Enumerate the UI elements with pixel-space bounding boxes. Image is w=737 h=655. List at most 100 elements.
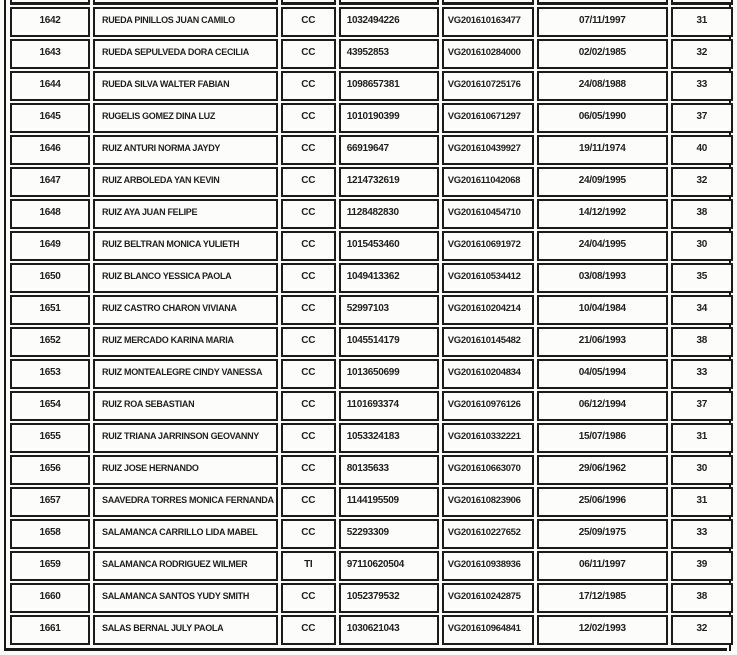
clipped-header-row [10, 0, 733, 5]
cell-birth_date: 06/05/1990 [536, 103, 668, 133]
table-row: 1655 RUIZ TRIANA JARRINSON GEOVANNY CC 1053… [10, 423, 733, 453]
cell-doc_number: 52997103 [338, 295, 439, 325]
cell-name: RUIZ MONTEALEGRE CINDY VANESSA [93, 359, 278, 389]
cell-doc_type: CC [280, 391, 336, 421]
cell-doc_type: CC [280, 519, 336, 549]
cell-age: 31 [670, 487, 733, 517]
cell-doc_number: 1128482830 [338, 199, 439, 229]
table-row: 1656 RUIZ JOSE HERNANDO CC 80135633 VG201610… [10, 455, 733, 485]
records-table: 1642 RUEDA PINILLOS JUAN CAMILO CC 10324942… [7, 0, 736, 647]
cell-doc_number: 1052379532 [338, 583, 439, 613]
cell-code: VG201610204214 [441, 295, 534, 325]
cell-index: 1652 [10, 327, 90, 357]
cell-age: 30 [670, 231, 733, 261]
cell-age: 40 [670, 135, 733, 165]
clipped-header-cell [536, 0, 668, 5]
cell-doc_number: 66919647 [338, 135, 439, 165]
cell-index: 1645 [10, 103, 90, 133]
cell-name: RUIZ BLANCO YESSICA PAOLA [93, 263, 278, 293]
cell-birth_date: 03/08/1993 [536, 263, 668, 293]
table-row: 1644 RUEDA SILVA WALTER FABIAN CC 109865738… [10, 71, 733, 101]
cell-index: 1657 [10, 487, 90, 517]
table-row: 1652 RUIZ MERCADO KARINA MARIA CC 104551417… [10, 327, 733, 357]
cell-index: 1654 [10, 391, 90, 421]
cell-doc_number: 1101693374 [338, 391, 439, 421]
table-outer-right-border [729, 0, 731, 651]
table-row: 1642 RUEDA PINILLOS JUAN CAMILO CC 10324942… [10, 7, 733, 37]
cell-code: VG201610964841 [441, 615, 534, 645]
cell-birth_date: 15/07/1986 [536, 423, 668, 453]
cell-age: 33 [670, 519, 733, 549]
cell-age: 32 [670, 39, 733, 69]
cell-doc_type: CC [280, 615, 336, 645]
cell-birth_date: 17/12/1985 [536, 583, 668, 613]
cell-name: RUEDA PINILLOS JUAN CAMILO [93, 7, 278, 37]
cell-birth_date: 06/11/1997 [536, 551, 668, 581]
cell-doc_number: 80135633 [338, 455, 439, 485]
cell-code: VG201610938936 [441, 551, 534, 581]
table-row: 1649 RUIZ BELTRAN MONICA YULIETH CC 1015453… [10, 231, 733, 261]
cell-age: 37 [670, 391, 733, 421]
cell-doc_number: 1214732619 [338, 167, 439, 197]
cell-doc_type: CC [280, 423, 336, 453]
table-row: 1646 RUIZ ANTURI NORMA JAYDY CC 66919647 VG2… [10, 135, 733, 165]
cell-code: VG201610725176 [441, 71, 534, 101]
cell-name: SALAMANCA RODRIGUEZ WILMER [93, 551, 278, 581]
cell-age: 31 [670, 423, 733, 453]
cell-index: 1644 [10, 71, 90, 101]
cell-doc_type: CC [280, 263, 336, 293]
cell-code: VG201611042068 [441, 167, 534, 197]
cell-code: VG201610823906 [441, 487, 534, 517]
cell-doc_number: 1010190399 [338, 103, 439, 133]
cell-name: RUIZ AYA JUAN FELIPE [93, 199, 278, 229]
cell-doc_type: CC [280, 359, 336, 389]
cell-doc_type: CC [280, 583, 336, 613]
cell-code: VG201610204834 [441, 359, 534, 389]
cell-age: 35 [670, 263, 733, 293]
cell-index: 1643 [10, 39, 90, 69]
cell-doc_number: 1053324183 [338, 423, 439, 453]
cell-birth_date: 24/08/1988 [536, 71, 668, 101]
table-row: 1647 RUIZ ARBOLEDA YAN KEVIN CC 1214732619 V… [10, 167, 733, 197]
cell-index: 1661 [10, 615, 90, 645]
cell-birth_date: 29/06/1962 [536, 455, 668, 485]
cell-birth_date: 25/09/1975 [536, 519, 668, 549]
cell-birth_date: 25/06/1996 [536, 487, 668, 517]
cell-index: 1647 [10, 167, 90, 197]
cell-index: 1649 [10, 231, 90, 261]
table-row: 1645 RUGELIS GOMEZ DINA LUZ CC 1010190399 VG… [10, 103, 733, 133]
cell-index: 1653 [10, 359, 90, 389]
cell-birth_date: 04/05/1994 [536, 359, 668, 389]
cell-doc_type: CC [280, 103, 336, 133]
cell-doc_type: CC [280, 135, 336, 165]
cell-doc_type: CC [280, 295, 336, 325]
cell-code: VG201610439927 [441, 135, 534, 165]
cell-name: RUIZ ARBOLEDA YAN KEVIN [93, 167, 278, 197]
cell-code: VG201610671297 [441, 103, 534, 133]
clipped-header-cell [338, 0, 439, 5]
cell-age: 31 [670, 7, 733, 37]
table-outer-bottom-border [5, 648, 727, 651]
cell-age: 33 [670, 71, 733, 101]
cell-name: RUIZ ROA SEBASTIAN [93, 391, 278, 421]
cell-name: RUEDA SILVA WALTER FABIAN [93, 71, 278, 101]
table-row: 1650 RUIZ BLANCO YESSICA PAOLA CC 104941336… [10, 263, 733, 293]
table-row: 1659 SALAMANCA RODRIGUEZ WILMER TI 97110620… [10, 551, 733, 581]
cell-code: VG201610163477 [441, 7, 534, 37]
cell-doc_number: 1030621043 [338, 615, 439, 645]
table-outer-left-border [4, 0, 6, 651]
table-row: 1643 RUEDA SEPULVEDA DORA CECILIA CC 439528… [10, 39, 733, 69]
cell-index: 1658 [10, 519, 90, 549]
cell-code: VG201610663070 [441, 455, 534, 485]
cell-doc_type: TI [280, 551, 336, 581]
cell-index: 1656 [10, 455, 90, 485]
cell-doc_number: 43952853 [338, 39, 439, 69]
table-row: 1657 SAAVEDRA TORRES MONICA FERNANDA CC 114… [10, 487, 733, 517]
cell-doc_number: 52293309 [338, 519, 439, 549]
clipped-header-cell [670, 0, 733, 5]
cell-doc_number: 97110620504 [338, 551, 439, 581]
cell-age: 38 [670, 199, 733, 229]
cell-birth_date: 19/11/1974 [536, 135, 668, 165]
table-row: 1654 RUIZ ROA SEBASTIAN CC 1101693374 VG2016… [10, 391, 733, 421]
